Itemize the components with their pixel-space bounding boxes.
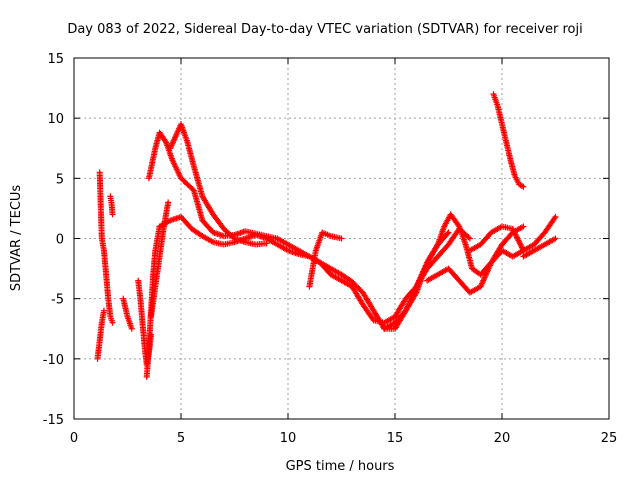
series-trace-i [306,229,345,290]
series-trace-f [466,213,559,254]
data-point-interp [433,242,440,249]
y-tick-label: 10 [47,112,64,127]
series-trace-m [120,295,135,332]
series-trace-d [381,211,527,332]
data-point [263,240,270,247]
data-point-interp [412,291,419,298]
series-trace-c [167,121,270,248]
series-trace-p [148,199,172,320]
data-point [100,307,107,314]
data-point [552,213,559,220]
data-point [552,235,559,242]
data-point [165,199,172,206]
series-trace-j [96,169,116,326]
data-points [94,91,559,380]
y-tick-label: 15 [47,52,64,67]
data-point [466,235,473,242]
data-point [520,223,527,230]
data-point [520,183,527,190]
x-axis-title: GPS time / hours [286,459,395,474]
y-axis-ticks: -15 -10 -5 0 5 10 15 [43,52,609,428]
y-axis-title: SDTVAR / TECUs [9,185,24,292]
data-point [128,325,135,332]
data-point [109,211,116,218]
chart-title: Day 083 of 2022, Sidereal Day-to-day VTE… [67,22,582,37]
series-trace-k [94,307,107,362]
x-axis-ticks: 0 5 10 15 20 25 [70,58,617,446]
series-trace-g [490,91,527,190]
y-tick-label: 0 [56,233,64,248]
data-point [109,319,116,326]
data-point [445,229,452,236]
data-point [338,235,345,242]
y-tick-label: 5 [56,172,64,187]
x-tick-label: 20 [494,431,511,446]
x-tick-label: 10 [280,431,297,446]
series-trace-h [520,235,559,260]
x-tick-label: 5 [177,431,185,446]
y-tick-label: -5 [51,293,64,308]
y-tick-label: -10 [43,353,64,368]
data-point-interp [162,137,169,144]
x-tick-label: 15 [387,431,404,446]
x-tick-label: 25 [601,431,618,446]
y-tick-label: -15 [43,413,64,428]
series-trace-l [107,193,116,218]
x-tick-label: 0 [70,431,78,446]
data-point-interp [444,230,451,237]
data-point-interp [465,234,472,241]
